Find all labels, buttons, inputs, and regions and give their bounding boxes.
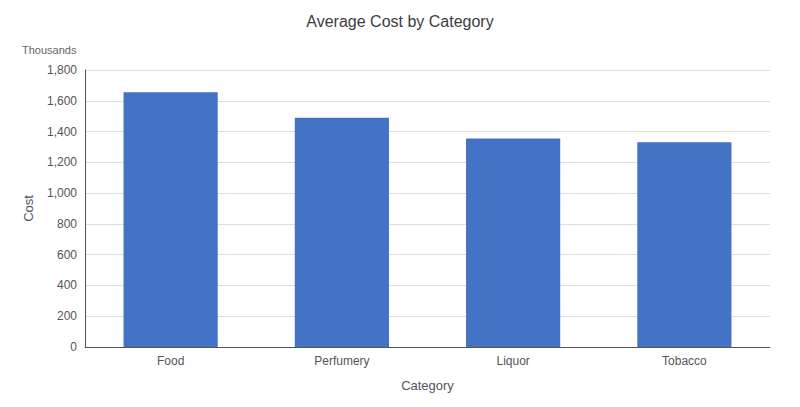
svg-text:600: 600: [57, 248, 77, 262]
svg-text:Perfumery: Perfumery: [314, 354, 369, 368]
svg-text:Thousands: Thousands: [22, 44, 77, 56]
svg-text:1,600: 1,600: [47, 94, 77, 108]
svg-text:200: 200: [57, 309, 77, 323]
svg-text:1,800: 1,800: [47, 63, 77, 77]
svg-text:0: 0: [70, 340, 77, 354]
svg-text:1,000: 1,000: [47, 186, 77, 200]
svg-text:Cost: Cost: [21, 195, 36, 222]
svg-text:Category: Category: [401, 378, 454, 393]
svg-text:Average Cost by Category: Average Cost by Category: [306, 13, 493, 30]
svg-text:Food: Food: [157, 354, 184, 368]
svg-text:400: 400: [57, 278, 77, 292]
svg-text:Tobacco: Tobacco: [662, 354, 707, 368]
svg-text:1,400: 1,400: [47, 125, 77, 139]
svg-text:1,200: 1,200: [47, 155, 77, 169]
svg-text:Liquor: Liquor: [496, 354, 529, 368]
svg-text:800: 800: [57, 217, 77, 231]
